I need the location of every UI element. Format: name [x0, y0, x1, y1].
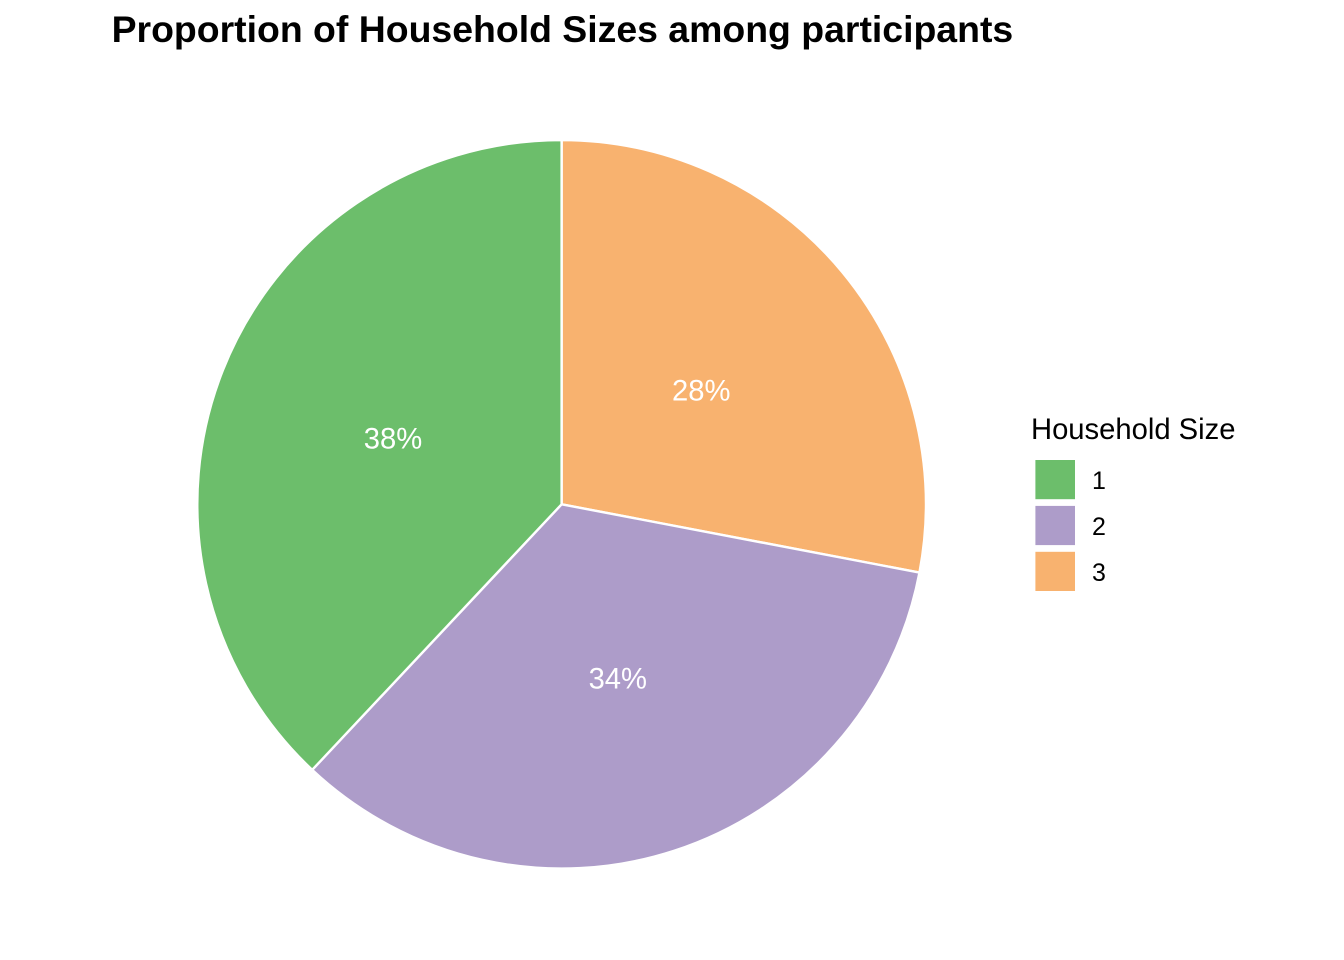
svg-text:2: 2: [1092, 513, 1106, 541]
svg-text:34%: 34%: [589, 664, 647, 696]
svg-text:1: 1: [1092, 467, 1106, 495]
svg-text:Proportion of Household Sizes: Proportion of Household Sizes among part…: [112, 8, 1014, 50]
svg-text:38%: 38%: [364, 424, 422, 456]
svg-text:Household Size: Household Size: [1031, 414, 1235, 446]
svg-text:28%: 28%: [672, 376, 730, 408]
svg-text:3: 3: [1092, 559, 1106, 587]
